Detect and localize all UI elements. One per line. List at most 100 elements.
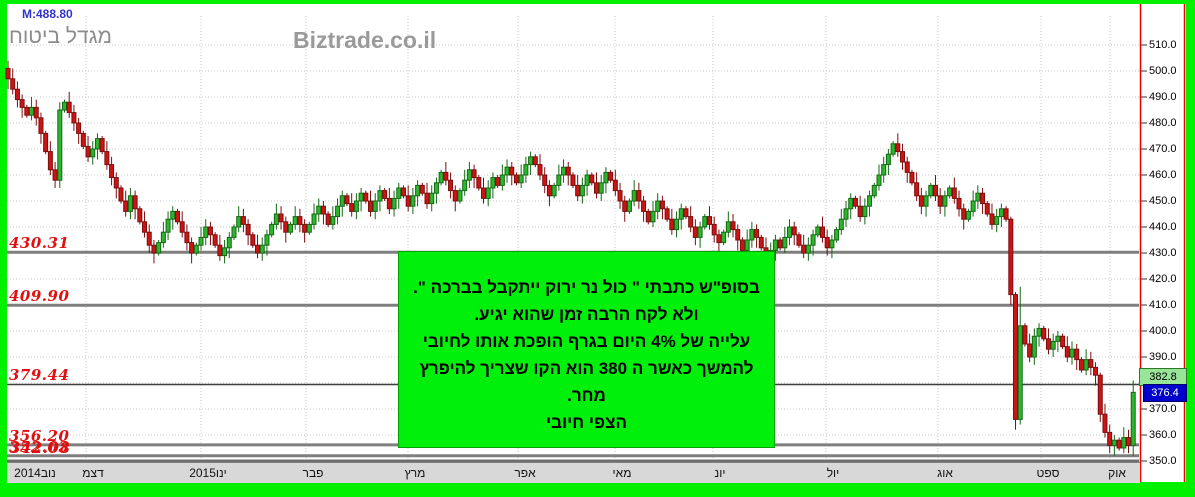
candle-body-down [245,223,251,236]
candle-body-down [85,145,91,158]
level-price-label: 379.44 [9,366,70,385]
candle-body-up [198,236,204,246]
candle-body-down [76,122,82,134]
candle-body-down [151,244,157,254]
candle-body-up [998,208,1004,218]
y-axis-label: 500.0 [1149,64,1177,77]
y-axis-label: 360.0 [1149,428,1177,441]
candle-body-up [678,208,684,220]
candle-body-down [777,239,783,249]
candle-body-up [782,236,788,249]
candle-body-down [250,234,256,246]
candle-body-up [433,182,439,194]
candle-body-down [546,184,552,197]
candle-body-up [165,218,171,233]
candle-body-down [320,205,326,215]
candle-body-up [561,166,567,176]
candle-body-down [1022,325,1028,345]
candle-body-down [622,200,628,212]
candle-body-up [1111,439,1117,446]
candle-body-down [255,244,261,254]
y-axis-label: 390.0 [1149,350,1177,363]
candle-body-up [438,171,444,184]
candle-body-down [565,166,571,176]
candle-body-down [570,174,576,186]
candle-body-up [29,106,35,116]
y-axis-label: 370.0 [1149,402,1177,415]
annotation-line: עלייה של 4% היום בגרף הופכת אותו לחיובי [422,332,751,351]
candle-body-up [61,101,67,111]
price-tag-high: 382.8 [1139,367,1187,386]
candle-body-up [947,187,953,197]
candle-body-up [499,174,505,186]
candle-body-up [942,195,948,207]
candle-body-down [980,192,986,205]
candle-body-down [363,192,369,202]
candle-body-up [311,213,317,225]
candle-body-up [1055,335,1061,342]
candle-body-down [1088,359,1094,368]
candle-body-down [495,177,501,186]
y-axis-label: 480.0 [1149,116,1177,129]
candle-body-down [99,138,105,153]
candle-body-down [730,221,736,231]
candle-body-down [758,236,764,249]
candle-body-up [702,216,708,228]
y-axis-label: 420.0 [1149,272,1177,285]
candle-body-up [584,174,590,186]
candle-body-up [523,164,529,176]
candle-body-up [928,184,934,197]
candle-body-down [217,244,223,257]
candle-body-down [19,99,25,108]
month-label: אוג [937,466,953,480]
candle-body-down [669,218,675,231]
candle-body-up [396,187,402,199]
candle-body-down [52,169,58,181]
candle-body-down [1097,374,1103,415]
candle-body-down [481,187,487,199]
candle-body-up [1121,437,1127,449]
candle-body-down [1041,327,1047,340]
candle-body-up [1069,348,1075,358]
candle-body-down [146,231,152,246]
chart-title: מגדל ביטוח [9,25,112,48]
month-label: דצמ [82,466,104,480]
candle-body-down [692,226,698,238]
biztrade-watermark: Biztrade.co.il [293,27,437,53]
candle-body-down [1008,218,1014,296]
y-axis-label: 440.0 [1149,220,1177,233]
candle-body-up [292,216,298,225]
candle-body-up [975,192,981,202]
candle-body-up [339,195,345,207]
candle-body-down [302,223,308,233]
candle-body-down [706,216,712,225]
candle-body-down [683,208,689,218]
level-price-label: 356.20 [9,426,70,445]
candle-body-down [325,213,331,225]
candle-body-down [179,221,185,233]
candle-body-up [749,229,755,241]
candle-body-up [236,216,242,228]
annotation-line: מחר. [567,386,606,405]
candle-body-up [306,223,312,233]
candle-body-up [127,195,133,212]
candle-body-up [518,174,524,184]
candle-body-down [791,226,797,236]
candle-body-down [142,221,148,233]
candle-body-up [391,197,397,210]
candle-body-down [297,216,303,225]
level-price-label: 352.03 [9,437,70,456]
candle-body-down [123,200,129,212]
candle-body-up [867,195,873,207]
month-label: ינו2015 [189,466,227,480]
candle-body-down [1102,413,1108,433]
candle-body-up [843,208,849,220]
candle-body-down [118,187,124,202]
candle-body-up [881,164,887,176]
candle-body-down [645,210,651,223]
candle-body-down [895,143,901,153]
candle-body-up [965,210,971,220]
candle-body-up [330,216,336,225]
candle-body-down [900,151,906,163]
candle-body-down [796,234,802,246]
